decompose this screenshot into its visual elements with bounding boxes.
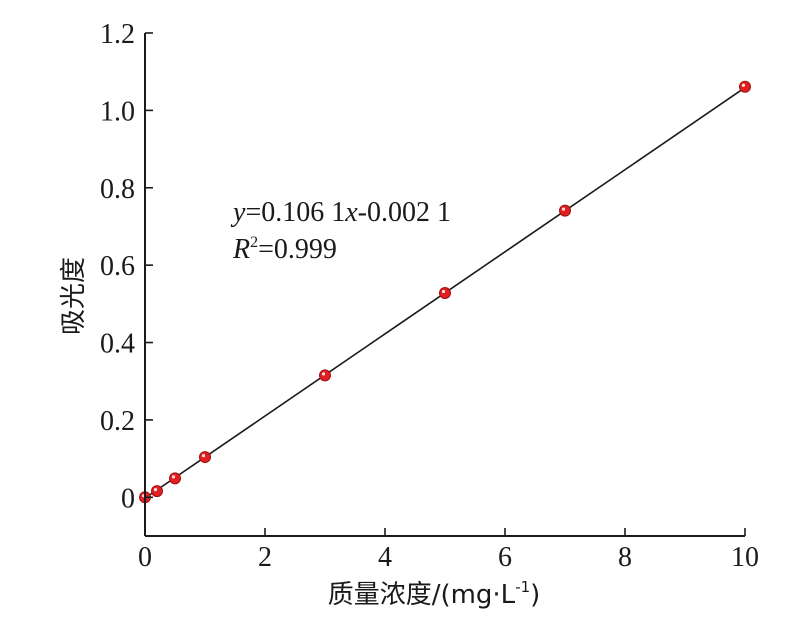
- data-point: [169, 472, 181, 485]
- x-tick-label: 8: [618, 542, 632, 573]
- equation-intercept: -0.002 1: [358, 197, 451, 228]
- y-ticks: 0 0.2 0.4 0.6 0.8 1.0 1.2: [100, 19, 153, 514]
- data-point: [559, 204, 571, 217]
- data-point: [319, 369, 331, 382]
- y-tick-label: 0.8: [100, 174, 135, 205]
- data-points: [139, 80, 751, 504]
- x-axis-title-close: ): [530, 580, 540, 610]
- x-axis-title-main: 质量浓度/(mg·L: [328, 580, 516, 610]
- data-point: [439, 287, 451, 300]
- x-tick-label: 4: [378, 542, 392, 573]
- r-squared-value: =0.999: [258, 234, 337, 265]
- data-point: [199, 451, 211, 464]
- axes: [144, 33, 745, 537]
- x-ticks: 0 2 4 6 8 10: [138, 528, 759, 573]
- x-tick-label: 2: [258, 542, 272, 573]
- x-axis-title-sup: -1: [515, 578, 530, 596]
- r-squared-label: R: [232, 234, 250, 265]
- equation-y-var: y: [230, 197, 246, 228]
- r-squared-sup: 2: [250, 234, 258, 251]
- equation-x-var: x: [344, 197, 358, 228]
- y-axis-title: 吸光度: [59, 257, 89, 335]
- y-tick-label: 0.2: [100, 406, 135, 437]
- r-squared: R2=0.999: [232, 234, 337, 265]
- regression-equation: y=0.106 1x-0.002 1: [230, 197, 451, 228]
- data-point: [151, 485, 163, 498]
- x-tick-label: 0: [138, 542, 152, 573]
- y-tick-label: 1.0: [100, 96, 135, 127]
- equation-slope: =0.106 1: [245, 197, 345, 228]
- x-tick-label: 10: [731, 542, 759, 573]
- x-axis-title: 质量浓度/(mg·L-1): [328, 578, 541, 610]
- y-tick-label: 1.2: [100, 19, 135, 50]
- y-tick-label: 0.6: [100, 251, 135, 282]
- y-tick-label: 0.4: [100, 329, 135, 360]
- y-tick-label: 0: [121, 483, 135, 514]
- data-point: [739, 80, 751, 93]
- x-tick-label: 6: [498, 542, 512, 573]
